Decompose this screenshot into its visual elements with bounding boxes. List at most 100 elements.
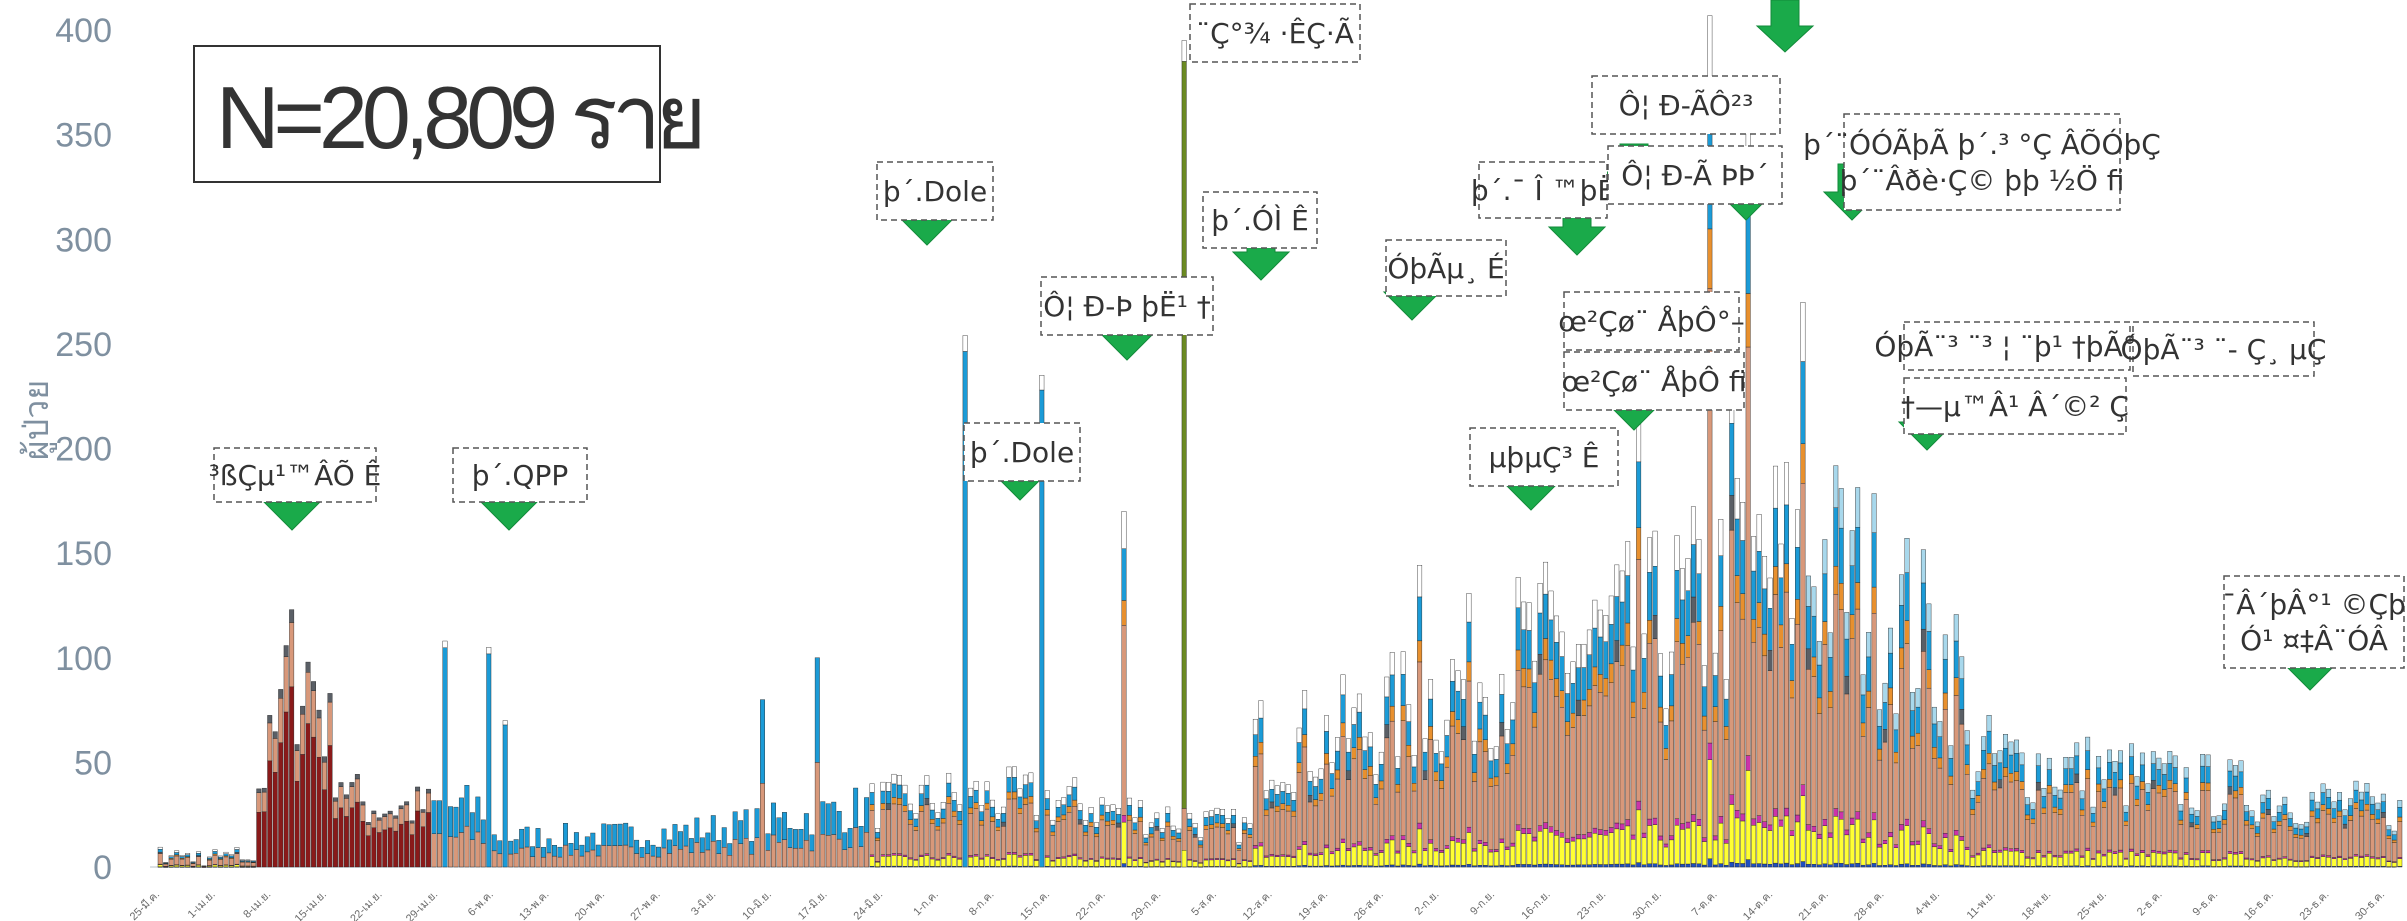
bar-segment	[2271, 828, 2277, 833]
bar-segment	[1148, 822, 1154, 828]
bar-segment	[2293, 823, 2299, 829]
bar-segment	[1805, 648, 1811, 670]
bar-segment	[398, 808, 404, 825]
bar-segment	[1625, 645, 1631, 820]
bar-segment	[1937, 736, 1943, 759]
bar-segment	[2320, 856, 2326, 867]
bar-segment	[2107, 787, 2113, 851]
annotation-box	[1189, 3, 1361, 63]
bar-segment	[1795, 814, 1800, 823]
bar-segment	[2254, 861, 2260, 867]
bar-segment	[1411, 755, 1417, 768]
bar-segment	[1444, 756, 1450, 768]
bar-segment	[1066, 856, 1072, 867]
bar-segment	[1636, 800, 1642, 811]
bar-segment	[480, 819, 486, 844]
bar-segment	[2194, 828, 2200, 859]
bar-segment	[886, 803, 891, 810]
bar-segment	[1165, 825, 1171, 859]
bar-segment	[1877, 725, 1883, 750]
bar-segment	[617, 845, 623, 868]
bar-segment	[1816, 641, 1822, 666]
bar-segment	[1373, 797, 1379, 805]
bar-segment	[1712, 652, 1718, 676]
bar-segment	[1400, 864, 1406, 868]
bar-segment	[1192, 861, 1198, 867]
bar-segment	[880, 803, 886, 810]
bar-segment	[1318, 800, 1324, 853]
bar-segment	[2074, 848, 2080, 852]
bar-segment	[1285, 854, 1291, 857]
bar-segment	[2348, 815, 2353, 821]
bar-segment	[836, 811, 842, 840]
bar-segment	[1948, 849, 1954, 852]
bar-segment	[1740, 618, 1746, 815]
bar-segment	[1942, 634, 1948, 660]
bar-segment	[1909, 735, 1915, 749]
bar-segment	[1143, 834, 1149, 839]
bar-segment	[157, 853, 163, 865]
bar-segment	[1729, 529, 1735, 796]
bar-segment	[1126, 856, 1132, 859]
bar-segment	[1378, 850, 1384, 853]
bar-segment	[2063, 792, 2069, 852]
bar-segment	[1362, 850, 1368, 866]
bar-segment	[1603, 835, 1609, 865]
bar-segment	[415, 786, 421, 792]
bar-segment	[814, 657, 820, 763]
bar-segment	[1028, 802, 1034, 854]
bar-segment	[2233, 765, 2238, 777]
x-tick-label: 2-ธ.ค.	[2135, 889, 2165, 919]
bar-segment	[694, 817, 700, 843]
bar-segment	[1795, 599, 1800, 625]
bar-segment	[409, 834, 415, 868]
bar-segment	[256, 792, 262, 813]
bar-segment	[2271, 860, 2277, 867]
bar-segment	[1088, 826, 1094, 859]
bar-segment	[2156, 785, 2162, 794]
bar-segment	[2309, 857, 2315, 867]
bar-segment	[1625, 863, 1631, 868]
bar-segment	[1055, 800, 1061, 808]
bar-segment	[902, 784, 908, 794]
annotation-text: þ´¨ÓÓÃþÃ þ´.³ °Ç ÂÕÓþÇ	[1803, 127, 2161, 161]
bar-segment	[409, 822, 415, 835]
bar-segment	[1356, 844, 1362, 866]
bar-segment	[2227, 851, 2233, 854]
bar-segment	[1636, 559, 1642, 802]
bar-segment	[2282, 796, 2288, 805]
bar-segment	[1992, 753, 1998, 766]
bar-segment	[1603, 641, 1609, 679]
bar-segment	[1110, 810, 1116, 821]
bar-segment	[1307, 771, 1313, 782]
bar-segment	[305, 672, 311, 724]
bar-segment	[1575, 838, 1581, 866]
bar-segment	[1575, 834, 1581, 840]
bar-segment	[2150, 780, 2156, 789]
bar-segment	[645, 840, 651, 854]
bar-segment	[1866, 837, 1872, 865]
bar-segment	[787, 828, 793, 848]
bar-segment	[1466, 621, 1472, 663]
bar-segment	[2216, 828, 2222, 833]
bar-segment	[1460, 839, 1466, 844]
bar-segment	[1105, 825, 1110, 859]
bar-segment	[1335, 737, 1340, 752]
bar-segment	[1926, 828, 1932, 834]
bar-segment	[2030, 858, 2036, 867]
bar-segment	[349, 786, 355, 808]
bar-segment	[1690, 821, 1696, 864]
bar-segment	[234, 847, 240, 850]
y-tick-label: 100	[55, 640, 112, 678]
bar-segment	[333, 818, 338, 868]
bar-segment	[1674, 535, 1680, 571]
bar-segment	[924, 798, 930, 806]
annotation-box	[452, 447, 588, 503]
bar-segment	[1904, 538, 1910, 573]
bar-segment	[1855, 527, 1861, 583]
bar-segment	[732, 839, 738, 868]
bar-segment	[716, 840, 722, 854]
bar-segment	[1121, 815, 1127, 823]
bar-segment	[2375, 823, 2381, 858]
bar-segment	[2358, 810, 2364, 817]
